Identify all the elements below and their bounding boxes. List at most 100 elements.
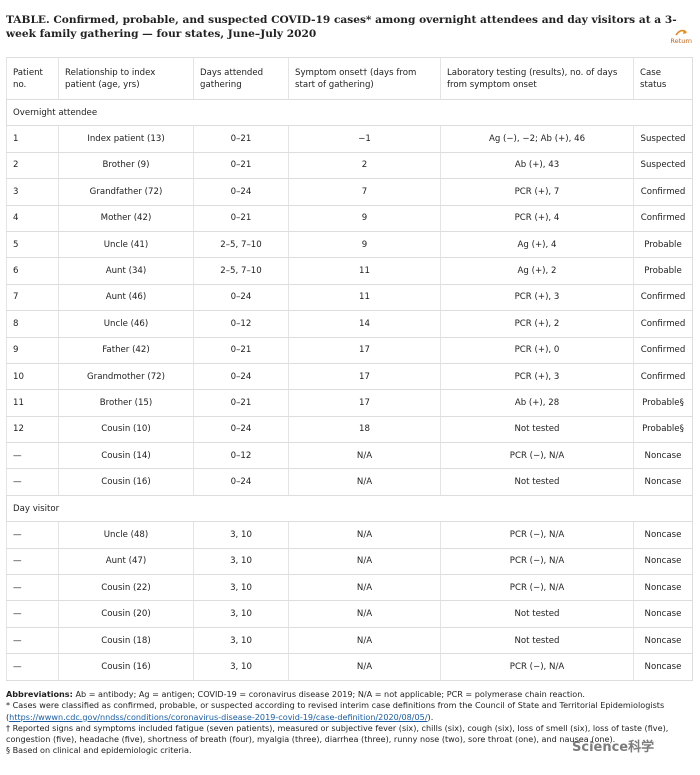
table-cell: Confirmed [633,337,693,364]
table-cell: Suspected [633,152,693,180]
table-row: — Cousin (14) 0–12 N/A PCR (−), N/A Noncase [6,442,693,470]
table-cell: 0–21 [193,337,289,364]
table-cell: Noncase [633,468,693,496]
footnote-link[interactable]: https://wwwn.cdc.gov/nndss/conditions/co… [9,711,428,722]
column-header: Relationship to index patient (age, yrs) [58,57,194,100]
table-cell: 0–12 [193,310,289,338]
table-cell: 3, 10 [193,653,289,681]
table-cell: 3, 10 [193,574,289,602]
table-cell: 2 [6,152,59,180]
table-cell: — [6,521,59,549]
table-row: 9 Father (42) 0–21 17 PCR (+), 0 Confirmed [6,337,693,364]
table-cell: 14 [288,310,441,338]
table-cell: 3, 10 [193,627,289,655]
table-cell: Noncase [633,574,693,602]
table-cell: Cousin (10) [58,416,194,444]
footnote-text: * Cases were classified as confirmed, pr… [6,700,665,711]
table-cell: 2–5, 7–10 [193,231,289,259]
table-cell: Probable§ [633,389,693,417]
table-cell: — [6,627,59,655]
table-cell: 3 [6,178,59,206]
table-cell: 8 [6,310,59,338]
table-cell: Mother (42) [58,205,194,232]
table-row: 11 Brother (15) 0–21 17 Ab (+), 28 Probable§ [6,389,693,417]
table-cell: Noncase [633,653,693,681]
table-cell: Cousin (22) [58,574,194,602]
table-cell: Probable [633,257,693,285]
table-cell: Ab (+), 43 [440,152,634,180]
table-cell: PCR (−), N/A [440,442,634,470]
table-cell: 0–21 [193,125,289,153]
table-cell: Uncle (41) [58,231,194,259]
abbreviations: Abbreviations: Ab = antibody; Ag = antig… [6,689,692,700]
table-row: — Cousin (20) 3, 10 N/A Not tested Noncase [6,600,693,628]
return-text[interactable]: Return [670,37,692,45]
return-icon [675,29,688,36]
table-cell: 0–21 [193,205,289,232]
table-cell: Cousin (20) [58,600,194,628]
footnote: * Cases were classified as confirmed, pr… [6,700,665,722]
table-title: TABLE. Confirmed, probable, and suspecte… [6,14,677,40]
table-cell: 9 [288,231,441,259]
table-cell: 0–21 [193,389,289,417]
table-cell: Ag (−), −2; Ab (+), 46 [440,125,634,153]
table-cell: 7 [6,284,59,312]
table-cell: Confirmed [633,363,693,391]
return-link[interactable]: Return [670,28,692,45]
table-row: — Cousin (16) 3, 10 N/A PCR (−), N/A Noncase [6,653,693,681]
table-cell: Probable§ [633,416,693,444]
table-cell: 2 [288,152,441,180]
table-cell: Grandmother (72) [58,363,194,391]
table-cell: Father (42) [58,337,194,364]
table-cell: 9 [288,205,441,232]
table-cell: 1 [6,125,59,153]
table-row: 3 Grandfather (72) 0–24 7 PCR (+), 7 Confirme… [6,178,693,206]
table-cell: PCR (−), N/A [440,653,634,681]
table-cell: 0–24 [193,363,289,391]
table-cell: 0–24 [193,416,289,444]
table-cell: PCR (+), 2 [440,310,634,338]
table-cell: 7 [288,178,441,206]
table-cell: 3, 10 [193,600,289,628]
table-cell: 10 [6,363,59,391]
table-cell: 11 [288,284,441,312]
table-row: 6 Aunt (34) 2–5, 7–10 11 Ag (+), 2 Probable [6,257,693,285]
table-cell: PCR (−), N/A [440,548,634,576]
table-cell: — [6,442,59,470]
table-row: — Cousin (18) 3, 10 N/A Not tested Noncase [6,627,693,655]
table-cell: N/A [288,548,441,576]
table-cell: Confirmed [633,284,693,312]
column-header: Symptom onset† (days from start of gathe… [288,57,441,100]
table-cell: PCR (−), N/A [440,521,634,549]
table-cell: Not tested [440,416,634,444]
table-cell: Aunt (47) [58,548,194,576]
table-row: 12 Cousin (10) 0–24 18 Not tested Probable§ [6,416,693,444]
table-row: 2 Brother (9) 0–21 2 Ab (+), 43 Suspected [6,152,693,180]
table-row: 7 Aunt (46) 0–24 11 PCR (+), 3 Confirmed [6,284,693,312]
column-header: Laboratory testing (results), no. of day… [440,57,634,100]
table-cell: Ag (+), 2 [440,257,634,285]
table-cell: Grandfather (72) [58,178,194,206]
table-cell: 11 [288,257,441,285]
table-cell: PCR (+), 0 [440,337,634,364]
table-cell: 3, 10 [193,521,289,549]
section-label: Overnight attendee [6,99,693,127]
table-row: 1 Index patient (13) 0–21 −1 Ag (−), −2; Ab … [6,125,693,153]
table-cell: Brother (15) [58,389,194,417]
table-cell: 2–5, 7–10 [193,257,289,285]
table-cell: Confirmed [633,310,693,338]
table-cell: 4 [6,205,59,232]
table-cell: Cousin (18) [58,627,194,655]
table-cell: 5 [6,231,59,259]
watermark: Science科学 [572,740,655,755]
table-cell: 0–21 [193,152,289,180]
table-cell: PCR (+), 3 [440,363,634,391]
table-cell: Noncase [633,548,693,576]
table-cell: Not tested [440,627,634,655]
table-cell: — [6,600,59,628]
table-row: 4 Mother (42) 0–21 9 PCR (+), 4 Confirmed [6,205,693,232]
data-table: Patient no. Relationship to index patient… [6,57,693,681]
table-cell: N/A [288,627,441,655]
table-cell: 17 [288,389,441,417]
